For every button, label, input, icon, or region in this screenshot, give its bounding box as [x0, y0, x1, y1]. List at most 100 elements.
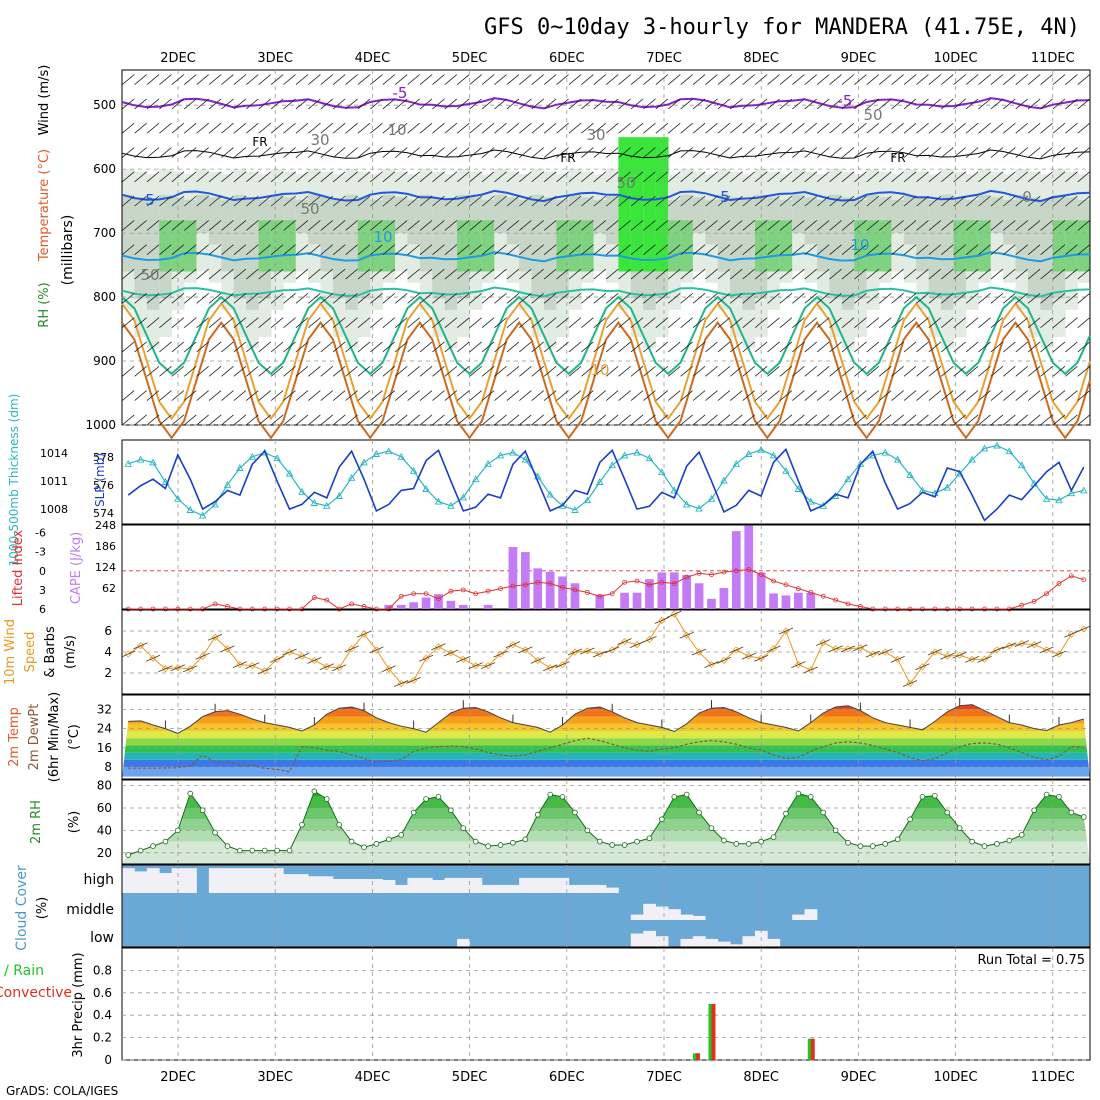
wind-barb — [717, 147, 731, 158]
wind-barb — [891, 317, 904, 328]
thickness-point — [124, 459, 132, 467]
wind-barb — [407, 147, 420, 158]
wind-barb — [742, 98, 755, 110]
li-point — [1006, 606, 1012, 612]
wind-barb — [196, 171, 209, 183]
wind10m-barb — [1026, 641, 1042, 649]
li-point — [498, 586, 503, 592]
wind-barb — [531, 122, 544, 134]
li-point — [895, 606, 901, 612]
wind-barb — [891, 220, 904, 231]
wind10m-barb — [158, 665, 173, 673]
wind-barb — [1065, 341, 1078, 353]
wind-barb — [829, 341, 842, 353]
wind-barb — [308, 195, 321, 207]
li-point — [845, 601, 851, 607]
wind-barb — [581, 244, 594, 256]
wind-barb — [754, 98, 768, 110]
rh-cell — [246, 197, 260, 310]
wind-barb — [581, 390, 594, 401]
wind-barb — [581, 365, 594, 377]
wind-barb — [258, 268, 271, 280]
wind-barb — [345, 220, 358, 231]
cloud-cell — [258, 868, 272, 893]
rh-point — [125, 852, 132, 858]
wind-barb — [680, 293, 693, 304]
wind-barb — [692, 122, 706, 134]
top-date-label: 10DEC — [934, 51, 978, 66]
wind-barb — [184, 341, 197, 353]
thickness-point — [608, 461, 616, 469]
wind-barb — [742, 365, 755, 377]
wind-barb — [1065, 195, 1078, 207]
wind-barb — [581, 268, 594, 280]
rh-point — [944, 809, 951, 816]
wind-barb — [1077, 244, 1091, 256]
wind-barb — [283, 98, 296, 110]
wind-barb — [1065, 390, 1078, 401]
bottom-date-label: 10DEC — [934, 1070, 978, 1085]
wind-barb — [407, 171, 420, 183]
cape-bar — [794, 592, 803, 609]
wind-barb — [668, 341, 681, 353]
wind-barb — [742, 220, 755, 231]
top-date-label: 11DEC — [1031, 51, 1075, 66]
li-point — [225, 604, 230, 609]
wind-barb — [891, 341, 904, 353]
wind-barb — [345, 365, 358, 377]
wind10m-barb — [567, 648, 583, 656]
wind-barb — [841, 98, 855, 110]
wind-barb — [295, 244, 309, 256]
wind-barb — [655, 390, 669, 401]
wind-barb — [953, 365, 966, 377]
wind-barb — [878, 74, 892, 85]
wind-barb — [605, 293, 619, 304]
wind-barb — [394, 341, 408, 353]
wind-barb — [394, 195, 408, 207]
wind-barb — [1040, 244, 1053, 256]
profile-temp-label: Temperature (°C) — [37, 149, 52, 262]
wind-barb — [953, 390, 966, 401]
thickness-ytick: 578 — [93, 451, 114, 464]
wind-barb — [246, 341, 259, 353]
wind-barb — [903, 293, 917, 304]
li-point — [324, 597, 330, 603]
wind-barb — [407, 244, 420, 256]
wind-barb — [469, 171, 482, 183]
wind-barb — [258, 293, 271, 304]
wind-barb — [866, 414, 880, 426]
rh-point — [559, 793, 566, 800]
wind-barb — [680, 147, 693, 158]
wind10m-barb — [121, 650, 136, 658]
wind-barb — [779, 293, 793, 304]
temp-contour — [121, 149, 1091, 160]
thickness-point — [161, 478, 170, 485]
wind-barb — [184, 147, 197, 158]
wind-barb — [928, 147, 942, 158]
wind-barb — [754, 317, 768, 328]
wind-barb — [208, 341, 222, 353]
wind-barb — [531, 98, 544, 110]
wind-barb — [717, 122, 731, 134]
profile-ytick: 900 — [93, 354, 116, 368]
temp-band — [122, 716, 1090, 724]
wind-barb — [1065, 98, 1078, 110]
cape-bar — [756, 572, 766, 609]
wind-barb — [159, 147, 172, 158]
temp-band — [122, 709, 1090, 717]
wind-barb — [196, 147, 209, 158]
wind-barb — [134, 147, 147, 158]
wind-barb — [866, 195, 880, 207]
cloud-cell — [767, 938, 781, 947]
li-ytick: 6 — [39, 603, 46, 616]
thickness-point — [682, 500, 691, 508]
wind10m-barb — [753, 654, 769, 662]
wind-barb — [854, 268, 867, 280]
li-point — [820, 593, 826, 599]
wind-barb — [605, 74, 619, 85]
wind-barb — [854, 195, 867, 207]
wind-barb — [742, 171, 755, 183]
wind-barb — [891, 268, 904, 280]
thickness-point — [893, 455, 902, 463]
temp-band — [122, 767, 1090, 777]
